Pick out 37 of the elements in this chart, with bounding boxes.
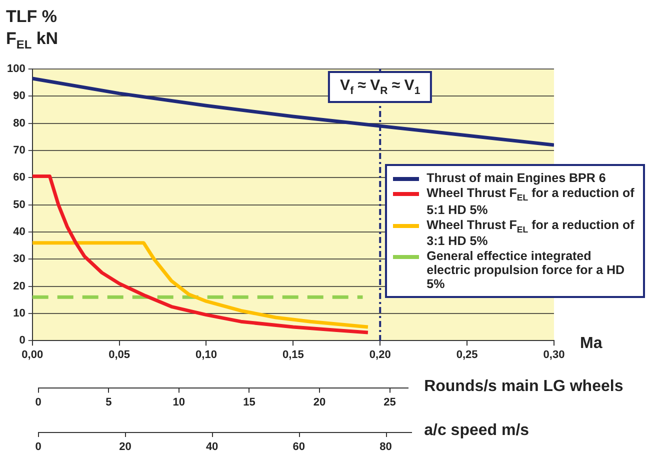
x-tick-label: 0,15 (282, 349, 304, 362)
text: 40 (206, 441, 218, 453)
x2-tick-label: 0 (35, 396, 42, 408)
x-tick-label: 0,30 (543, 349, 565, 362)
x-tick-label: 0,05 (108, 349, 130, 362)
y-tick-label: 0 (19, 334, 26, 347)
text: 80 (380, 441, 392, 453)
y-tick-label: 40 (13, 226, 26, 238)
y-tick-label: 20 (13, 280, 26, 292)
x2-tick-label: 20 (313, 396, 326, 408)
x-tick-label: 0,00 (22, 349, 44, 362)
x-tick-label: 0,10 (196, 349, 217, 362)
y-tick-label: 10 (13, 307, 26, 320)
y-tick-label: 60 (13, 172, 26, 184)
x2-tick-label: 10 (172, 396, 186, 408)
y-axis-title: TLF % F$_{EL}$ kN (6, 6, 58, 54)
text: 0 (35, 441, 42, 453)
text: Wheel Thrust F$_{EL}$ for a reduction of 3:1 HD 5% (426, 218, 634, 248)
y-tick-label: 70 (13, 144, 26, 157)
legend-label: Thrust of main Engines BPR 6 (426, 171, 606, 186)
y-tick-label: 90 (13, 90, 26, 102)
text: 60 (292, 441, 306, 453)
x-axis-title: Ma (580, 334, 602, 353)
text: 20 (119, 441, 132, 453)
x2-tick-label: 5 (106, 396, 112, 408)
x2-tick-label: 25 (384, 396, 396, 408)
x-tick-label: 0,20 (369, 349, 391, 362)
y-tick-label: 50 (13, 198, 26, 211)
y-tick-label: 100 (6, 63, 26, 76)
x2-tick-label: 15 (243, 396, 256, 408)
x2-axis-title: Rounds/s main LG wheels (424, 378, 624, 396)
y-tick-label: 30 (13, 253, 26, 266)
legend-label: General effectice integrated electric propulsion force for a HD 5% (426, 249, 626, 292)
text: a/c speed m/s (424, 422, 530, 440)
x-tick-label: 0,25 (456, 349, 478, 362)
y-tick-label: 80 (13, 117, 26, 130)
ref-line-label: V$_{f}$ ≈ V$_{R}$ ≈ V$_{1}$ (328, 71, 432, 103)
